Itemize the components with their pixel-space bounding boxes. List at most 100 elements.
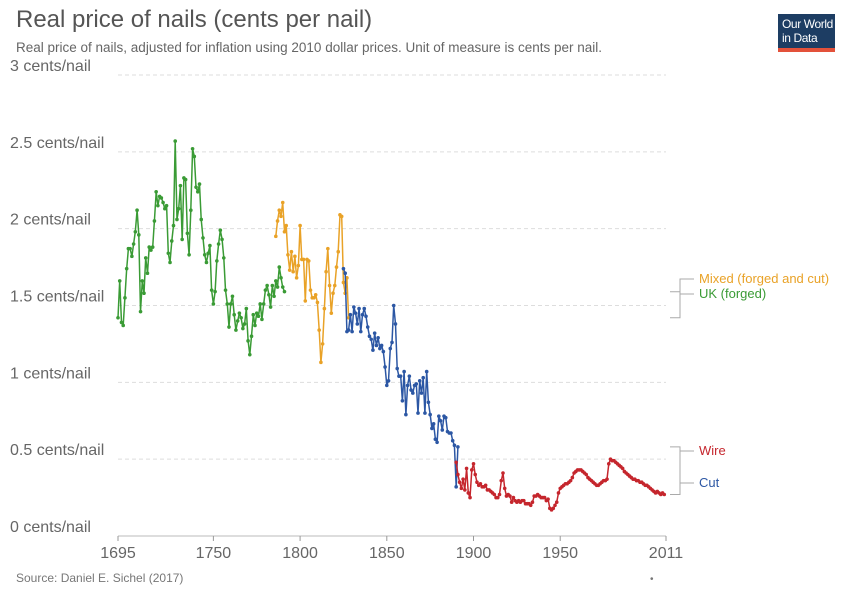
data-point[interactable] — [326, 246, 330, 251]
data-point[interactable] — [400, 398, 405, 403]
data-point[interactable] — [495, 495, 500, 500]
data-point[interactable] — [362, 306, 367, 311]
data-point[interactable] — [159, 196, 164, 200]
data-point[interactable] — [419, 391, 424, 395]
data-point[interactable] — [452, 443, 457, 448]
data-point[interactable] — [261, 302, 266, 306]
data-point[interactable] — [211, 302, 216, 306]
data-point[interactable] — [176, 206, 181, 211]
data-point[interactable] — [426, 400, 431, 405]
data-point[interactable] — [367, 334, 372, 339]
data-point[interactable] — [204, 260, 209, 265]
data-point[interactable] — [466, 491, 471, 495]
data-point[interactable] — [216, 242, 221, 246]
data-point[interactable] — [341, 266, 346, 271]
data-point[interactable] — [483, 483, 488, 488]
data-point[interactable] — [253, 323, 257, 328]
data-point[interactable] — [423, 411, 427, 415]
data-point[interactable] — [263, 288, 268, 292]
data-point[interactable] — [286, 252, 290, 257]
data-point[interactable] — [454, 460, 458, 465]
data-point[interactable] — [123, 296, 127, 300]
data-point[interactable] — [405, 383, 410, 388]
data-point[interactable] — [246, 339, 250, 343]
data-point[interactable] — [168, 260, 172, 265]
data-point[interactable] — [249, 334, 254, 339]
data-point[interactable] — [173, 139, 178, 143]
data-point[interactable] — [350, 329, 354, 334]
data-point[interactable] — [220, 237, 224, 242]
data-point[interactable] — [421, 375, 426, 380]
data-point[interactable] — [381, 349, 386, 354]
data-point[interactable] — [329, 311, 334, 315]
data-point[interactable] — [147, 245, 152, 249]
data-point[interactable] — [275, 219, 280, 223]
data-point[interactable] — [298, 223, 302, 228]
data-point[interactable] — [352, 305, 356, 309]
data-point[interactable] — [398, 374, 403, 378]
data-point[interactable] — [509, 500, 514, 504]
data-point[interactable] — [178, 183, 183, 188]
data-point[interactable] — [357, 306, 361, 311]
data-point[interactable] — [554, 500, 559, 504]
data-point[interactable] — [256, 314, 261, 319]
data-point[interactable] — [282, 289, 287, 294]
data-point[interactable] — [528, 503, 533, 508]
data-point[interactable] — [133, 229, 138, 234]
data-point[interactable] — [308, 288, 313, 292]
data-point[interactable] — [280, 285, 285, 289]
data-point[interactable] — [384, 383, 389, 388]
source-note[interactable]: Source: Daniel E. Sichel (2017) — [16, 571, 184, 585]
data-point[interactable] — [194, 185, 198, 189]
data-point[interactable] — [272, 294, 276, 299]
data-point[interactable] — [433, 437, 438, 441]
data-point[interactable] — [402, 369, 406, 374]
data-point[interactable] — [348, 312, 353, 317]
data-point[interactable] — [471, 461, 476, 466]
legend-label[interactable]: UK (forged) — [699, 286, 766, 301]
data-point[interactable] — [270, 283, 275, 288]
data-point[interactable] — [152, 219, 157, 223]
data-point[interactable] — [149, 248, 153, 252]
data-point[interactable] — [150, 245, 155, 249]
data-point[interactable] — [475, 480, 479, 485]
data-point[interactable] — [228, 302, 233, 306]
data-point[interactable] — [225, 302, 230, 306]
data-point[interactable] — [459, 486, 464, 491]
data-point[interactable] — [546, 497, 550, 501]
data-point[interactable] — [247, 352, 252, 357]
data-point[interactable] — [508, 494, 512, 498]
data-point[interactable] — [306, 259, 311, 263]
data-point[interactable] — [171, 223, 176, 228]
legend-label[interactable]: Wire — [699, 443, 726, 458]
data-point[interactable] — [492, 492, 497, 497]
data-point[interactable] — [662, 492, 667, 497]
data-point[interactable] — [414, 382, 419, 386]
data-point[interactable] — [456, 472, 460, 477]
data-point[interactable] — [117, 279, 122, 283]
data-point[interactable] — [556, 491, 561, 495]
data-point[interactable] — [499, 478, 504, 483]
data-point[interactable] — [166, 251, 171, 256]
data-point[interactable] — [294, 276, 299, 280]
data-point[interactable] — [137, 233, 141, 237]
data-point[interactable] — [343, 271, 347, 276]
data-point[interactable] — [322, 306, 327, 311]
data-point[interactable] — [183, 177, 188, 182]
data-point[interactable] — [501, 471, 505, 475]
data-point[interactable] — [454, 485, 458, 489]
data-point[interactable] — [605, 477, 609, 481]
data-point[interactable] — [355, 322, 360, 326]
data-point[interactable] — [296, 263, 301, 268]
data-point[interactable] — [409, 388, 413, 392]
data-point[interactable] — [570, 475, 575, 480]
data-point[interactable] — [440, 428, 445, 432]
data-point[interactable] — [372, 331, 377, 335]
data-point[interactable] — [289, 249, 294, 254]
data-point[interactable] — [287, 268, 292, 272]
data-point[interactable] — [324, 269, 328, 274]
data-point[interactable] — [185, 231, 190, 236]
data-point[interactable] — [417, 378, 422, 383]
data-point[interactable] — [336, 249, 341, 254]
data-point[interactable] — [242, 322, 247, 326]
